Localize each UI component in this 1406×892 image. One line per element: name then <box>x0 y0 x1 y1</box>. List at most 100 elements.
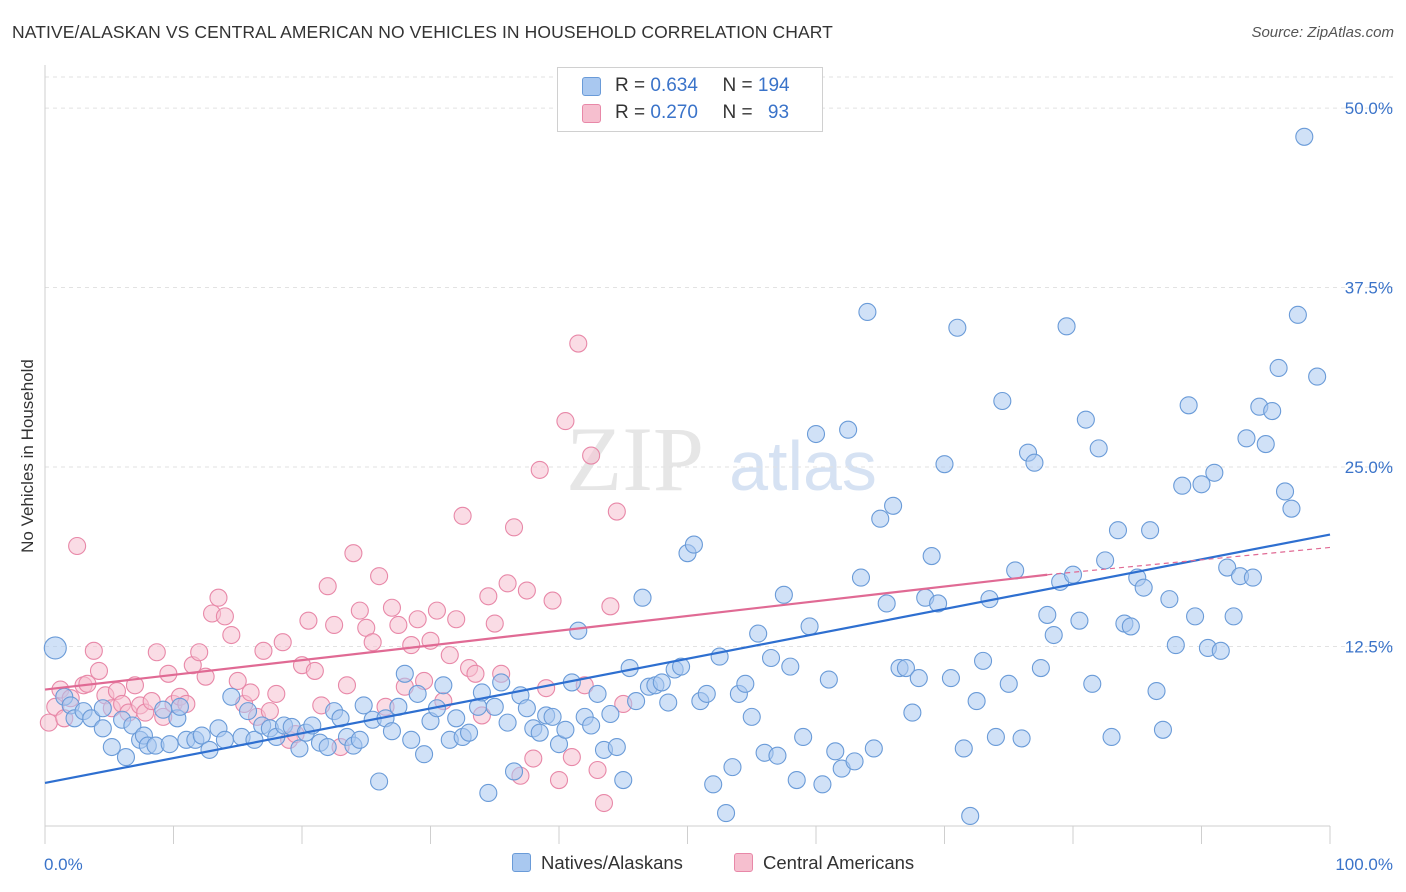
central-american-point <box>569 334 588 353</box>
central-american-point <box>408 610 427 629</box>
native-alaskan-point <box>447 709 466 728</box>
native-alaskan-point <box>973 651 993 670</box>
native-alaskan-point <box>1211 641 1230 660</box>
native-alaskan-point <box>350 730 369 749</box>
central-american-point <box>147 643 166 662</box>
native-alaskan-point <box>768 746 787 765</box>
central-american-point <box>89 661 109 680</box>
native-alaskan-point <box>530 723 549 742</box>
central-american-point <box>254 641 273 660</box>
natives-trend-line <box>44 533 1331 785</box>
r-label: R = <box>615 75 646 96</box>
native-alaskan-point <box>82 709 101 728</box>
native-alaskan-point <box>1308 367 1327 386</box>
central-american-point <box>370 567 389 586</box>
native-alaskan-point <box>1147 681 1166 701</box>
native-alaskan-point <box>761 648 781 668</box>
native-alaskan-point <box>627 692 646 711</box>
central-american-point <box>427 601 446 620</box>
native-alaskan-point <box>116 748 136 767</box>
r-label: R = <box>615 102 646 123</box>
native-alaskan-point <box>1218 558 1237 577</box>
central-american-point <box>273 633 292 652</box>
central-american-point <box>299 611 318 630</box>
native-alaskan-point <box>967 692 986 711</box>
central-american-point <box>318 577 337 596</box>
legend-text: R = 0.270 N = 93 <box>615 102 789 124</box>
central-american-point <box>447 610 466 629</box>
native-alaskan-point <box>716 804 736 823</box>
native-alaskan-point <box>238 702 258 721</box>
native-alaskan-point <box>742 707 761 726</box>
central-american-point <box>479 587 498 606</box>
central-american-point <box>588 760 607 780</box>
native-alaskan-point <box>961 806 980 825</box>
native-alaskan-point <box>170 697 189 716</box>
native-alaskan-point <box>672 657 691 676</box>
central-american-point <box>222 625 241 645</box>
central-american-point <box>498 574 517 593</box>
bottom-legend-central: Central Americans <box>734 851 944 877</box>
native-alaskan-point <box>903 703 922 722</box>
central-american-point <box>39 713 58 732</box>
n-label: N = <box>722 75 753 96</box>
y-tick-label: 50.0% <box>1345 99 1393 118</box>
native-alaskan-point <box>935 455 954 474</box>
native-alaskan-point <box>1224 607 1243 626</box>
central-american-point <box>543 591 562 610</box>
central-american-point <box>594 793 614 813</box>
native-alaskan-point <box>909 669 928 688</box>
native-alaskan-point <box>1096 551 1115 570</box>
native-alaskan-point <box>845 752 864 771</box>
central-american-point <box>209 588 228 607</box>
chart-title: NATIVE/ALASKAN VS CENTRAL AMERICAN NO VE… <box>12 22 833 42</box>
central-american-point <box>337 676 357 695</box>
y-tick-label: 12.5% <box>1345 638 1393 657</box>
watermark-atlas: atlas <box>729 427 877 505</box>
correlation-legend: R = 0.634 N = 194 R = 0.270 N = 93 <box>557 67 823 132</box>
native-alaskan-point <box>1179 396 1198 415</box>
central-american-point <box>125 676 144 695</box>
native-alaskan-point <box>774 585 793 604</box>
central-american-point <box>190 643 209 662</box>
central-american-point <box>524 749 543 768</box>
native-alaskan-point <box>941 669 960 688</box>
native-alaskan-point <box>839 420 858 439</box>
native-alaskan-point <box>382 722 402 741</box>
r-value: 0.270 <box>650 102 698 123</box>
central-american-point <box>607 502 626 521</box>
native-alaskan-point <box>781 657 800 676</box>
bottom-legend-natives: Natives/Alaskans <box>512 851 712 877</box>
native-alaskan-point <box>354 696 373 715</box>
native-alaskan-point <box>787 771 806 790</box>
native-alaskan-point <box>1102 727 1121 747</box>
native-alaskan-point <box>1025 453 1044 472</box>
central-trend-extension <box>1047 546 1331 576</box>
central-american-point <box>440 646 459 665</box>
native-alaskan-point <box>1038 605 1057 624</box>
central-american-point <box>350 601 369 620</box>
native-alaskan-point <box>43 636 67 660</box>
native-alaskan-point <box>736 674 755 693</box>
native-alaskan-point <box>806 424 826 444</box>
native-alaskan-point <box>588 684 607 703</box>
native-alaskan-point <box>1070 611 1089 630</box>
native-alaskan-point <box>652 673 671 692</box>
native-alaskan-point <box>601 704 620 724</box>
native-alaskan-point <box>1006 561 1025 580</box>
central-american-point <box>453 506 472 525</box>
native-alaskan-point <box>896 659 916 678</box>
native-alaskan-point <box>819 670 838 689</box>
native-alaskan-point <box>370 772 389 791</box>
native-alaskan-point <box>395 664 414 683</box>
native-alaskan-point <box>415 745 434 764</box>
tick-labels: 12.5% 25.0% 37.5% 50.0% 0.0% 100.0% <box>44 99 1393 874</box>
central-american-point <box>549 771 569 790</box>
native-alaskan-point <box>999 674 1018 693</box>
native-alaskan-point <box>877 594 896 613</box>
central-american-point <box>84 641 103 660</box>
central-trend-line <box>44 573 1048 691</box>
legend-text: R = 0.634 N = 194 <box>615 75 790 97</box>
central-american-point <box>466 664 485 683</box>
native-alaskan-point <box>749 624 768 643</box>
